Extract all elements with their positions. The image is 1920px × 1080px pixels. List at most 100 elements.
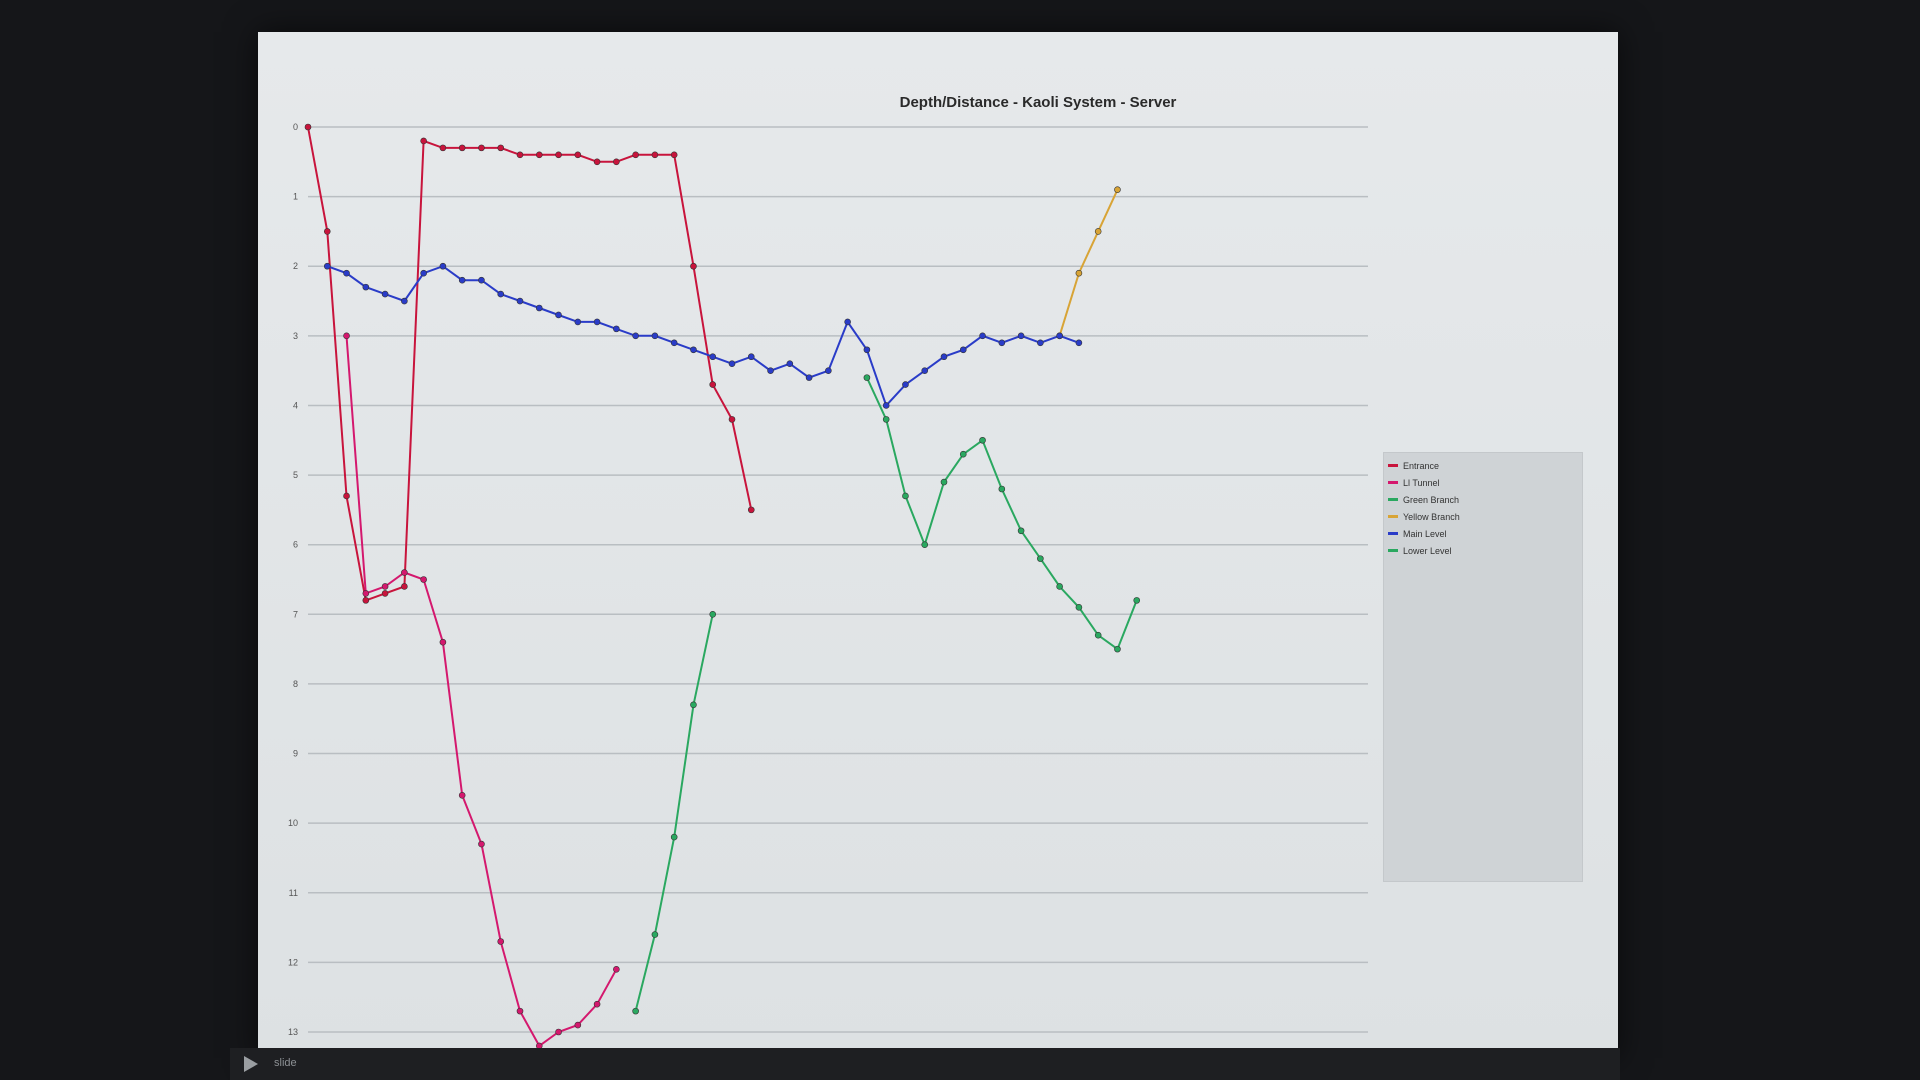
- legend-swatch: [1388, 498, 1398, 501]
- play-icon[interactable]: [244, 1056, 258, 1072]
- data-point: [979, 332, 986, 340]
- y-tick-label: 4: [293, 400, 298, 410]
- data-point: [401, 569, 408, 576]
- data-point: [613, 158, 620, 166]
- data-point: [323, 262, 331, 270]
- data-point: [690, 346, 697, 354]
- y-tick-label: 2: [293, 261, 298, 271]
- legend-label: Entrance: [1403, 460, 1440, 471]
- data-point: [728, 360, 736, 367]
- data-point: [747, 353, 755, 361]
- y-tick-label: 0: [293, 122, 298, 132]
- series-yellow-branch: [1056, 186, 1121, 340]
- data-point: [362, 590, 370, 597]
- data-point: [1075, 339, 1083, 347]
- data-point: [343, 332, 350, 340]
- data-point: [998, 339, 1006, 347]
- data-point: [478, 840, 485, 848]
- legend-label: Green Branch: [1403, 494, 1460, 505]
- data-point: [921, 541, 929, 548]
- data-point: [882, 402, 890, 409]
- data-point: [825, 367, 832, 374]
- data-point: [1094, 228, 1102, 235]
- data-point: [651, 151, 659, 159]
- legend-item: Ll Tunnel: [1388, 474, 1582, 491]
- data-point: [670, 339, 678, 347]
- data-point: [921, 367, 929, 374]
- data-point: [1075, 604, 1083, 611]
- y-tick-label: 11: [289, 888, 298, 898]
- series-line: [345, 335, 618, 1048]
- series-line: [326, 265, 1080, 408]
- data-point: [940, 478, 948, 486]
- data-point: [1037, 339, 1044, 347]
- data-point: [998, 485, 1006, 493]
- y-tick-label: 7: [293, 609, 298, 619]
- legend-label: Lower Level: [1403, 545, 1452, 556]
- data-point: [670, 151, 678, 159]
- data-point: [690, 701, 697, 709]
- y-tick-label: 6: [293, 540, 298, 550]
- chart-title: Depth/Distance - Kaoli System - Server: [899, 94, 1177, 111]
- data-point: [632, 1007, 639, 1015]
- data-point: [478, 276, 485, 284]
- series-line: [1058, 189, 1119, 337]
- series-main-level: [323, 262, 1083, 409]
- data-point: [497, 144, 505, 152]
- y-tick-label: 9: [293, 749, 298, 759]
- data-point: [613, 966, 620, 973]
- y-tick-label: 3: [293, 331, 298, 341]
- data-point: [1037, 555, 1044, 562]
- data-point: [555, 1028, 562, 1036]
- data-point: [362, 597, 370, 604]
- y-tick-label: 13: [288, 1027, 298, 1037]
- data-point: [401, 583, 408, 590]
- slide-label: slide: [274, 1057, 297, 1069]
- y-tick-label: 8: [293, 679, 298, 689]
- data-point: [304, 123, 312, 131]
- legend-swatch: [1388, 464, 1398, 467]
- y-tick-label: 10: [288, 818, 298, 828]
- data-point: [593, 158, 601, 166]
- data-point: [593, 1000, 601, 1008]
- data-point: [420, 576, 427, 583]
- data-point: [362, 283, 370, 291]
- data-point: [381, 590, 389, 597]
- y-tick-label: 1: [293, 192, 298, 202]
- data-point: [902, 492, 909, 500]
- y-tick-label: 12: [288, 957, 298, 967]
- data-point: [902, 381, 909, 388]
- data-point: [420, 137, 427, 145]
- data-point: [420, 269, 427, 277]
- data-point: [632, 151, 639, 159]
- legend-swatch: [1388, 549, 1398, 552]
- data-point: [574, 318, 582, 326]
- legend-swatch: [1388, 532, 1398, 535]
- data-point: [1094, 631, 1102, 639]
- data-point: [786, 360, 794, 367]
- data-point: [439, 144, 447, 152]
- data-point: [863, 346, 871, 354]
- legend-item: Lower Level: [1388, 542, 1582, 559]
- data-point: [651, 332, 659, 340]
- series-ll-tunnel: [343, 332, 620, 1050]
- data-point: [574, 151, 582, 159]
- data-point: [805, 374, 813, 381]
- data-point: [458, 144, 466, 152]
- data-point: [1114, 186, 1121, 193]
- data-point: [670, 833, 678, 841]
- data-point: [381, 290, 389, 298]
- data-point: [709, 611, 717, 618]
- data-point: [709, 381, 717, 388]
- data-point: [516, 297, 524, 305]
- data-point: [863, 374, 871, 381]
- series-entrance: [304, 123, 755, 604]
- chart-legend: Entrance Ll Tunnel Green Branch Yellow Bran…: [1383, 452, 1583, 882]
- legend-swatch: [1388, 481, 1398, 484]
- data-point: [381, 583, 389, 590]
- data-point: [535, 304, 543, 312]
- data-point: [401, 297, 408, 305]
- series-line: [865, 377, 1138, 651]
- data-point: [767, 367, 774, 374]
